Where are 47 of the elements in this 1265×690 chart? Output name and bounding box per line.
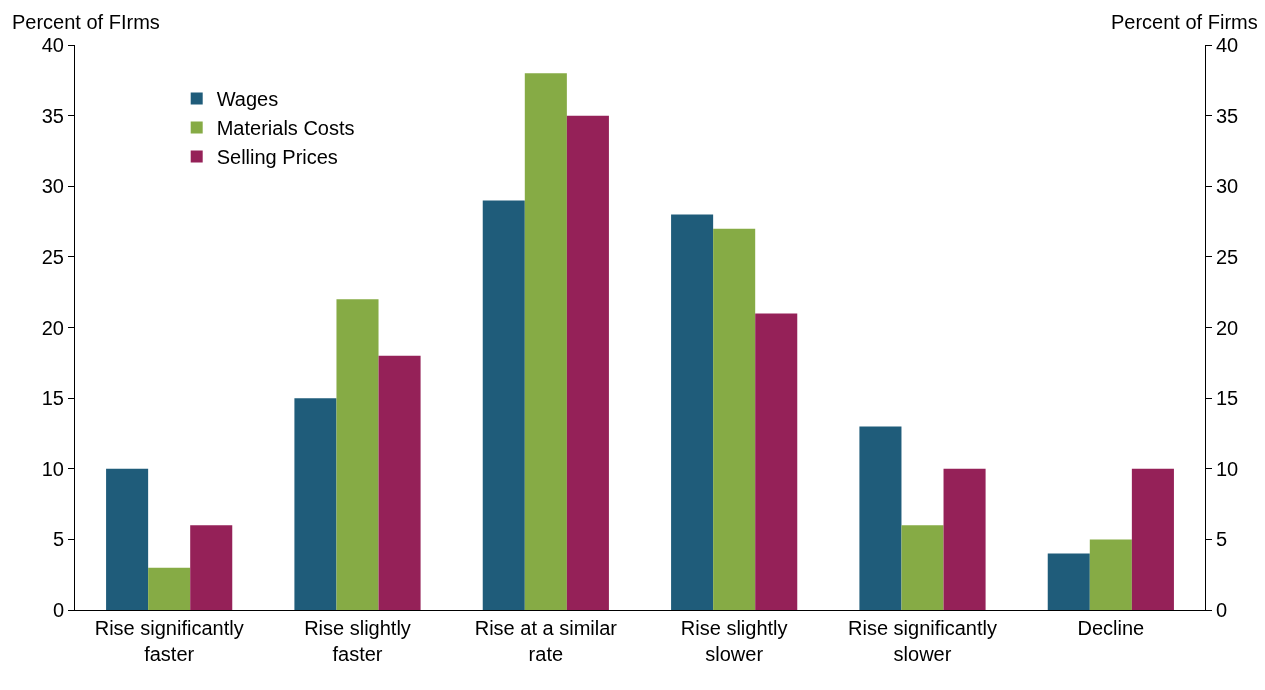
bar xyxy=(148,567,191,610)
y2-tick-label: 20 xyxy=(1216,316,1239,339)
bar xyxy=(671,214,714,610)
y-tick-label: 35 xyxy=(41,104,64,127)
bar xyxy=(1089,539,1132,610)
y-tick-label: 15 xyxy=(41,387,64,410)
bar xyxy=(901,525,944,610)
y-tick-label: 25 xyxy=(41,245,64,268)
x-tick-label: Rise at a similar rate xyxy=(474,617,618,665)
y2-tick-label: 40 xyxy=(1216,34,1239,56)
bar xyxy=(190,525,233,610)
bar xyxy=(524,73,567,610)
y2-tick-label: 15 xyxy=(1216,387,1239,410)
y2-tick-label: 35 xyxy=(1216,104,1239,127)
bar xyxy=(336,299,379,610)
x-tick-label: Rise significantly slower xyxy=(848,617,997,665)
bar xyxy=(566,115,609,610)
bar xyxy=(378,355,421,610)
x-tick-label: Decline xyxy=(1077,617,1145,639)
y-tick-label: 30 xyxy=(41,175,64,198)
y2-tick-label: 0 xyxy=(1216,599,1228,621)
y-tick-label: 5 xyxy=(52,528,64,551)
y2-tick-label: 30 xyxy=(1216,175,1239,198)
bar xyxy=(294,398,337,610)
y2-tick-label: 25 xyxy=(1216,245,1239,268)
bar xyxy=(859,426,902,610)
bar xyxy=(106,468,149,610)
y2-tick-label: 5 xyxy=(1216,528,1228,551)
bar xyxy=(1047,553,1090,610)
legend-label: Materials Costs xyxy=(216,117,355,140)
y-tick-label: 40 xyxy=(41,34,64,56)
bar xyxy=(943,468,986,610)
legend-label: Wages xyxy=(216,88,279,111)
y-tick-label: 20 xyxy=(41,316,64,339)
y-axis-title: Percent of FIrms xyxy=(12,11,160,33)
bar xyxy=(482,200,525,610)
legend-label: Selling Prices xyxy=(216,146,338,169)
x-tick-label: Rise significantly faster xyxy=(94,617,244,665)
x-tick-label: Rise slightly faster xyxy=(304,617,411,665)
y-tick-label: 0 xyxy=(52,599,64,621)
x-tick-label: Rise slightly slower xyxy=(680,617,788,665)
bar xyxy=(713,228,756,610)
bar xyxy=(755,313,798,610)
y2-tick-label: 10 xyxy=(1216,457,1239,480)
y2-axis-title: Percent of Firms xyxy=(1111,11,1258,33)
y-tick-label: 10 xyxy=(41,457,64,480)
bar xyxy=(1131,468,1174,610)
